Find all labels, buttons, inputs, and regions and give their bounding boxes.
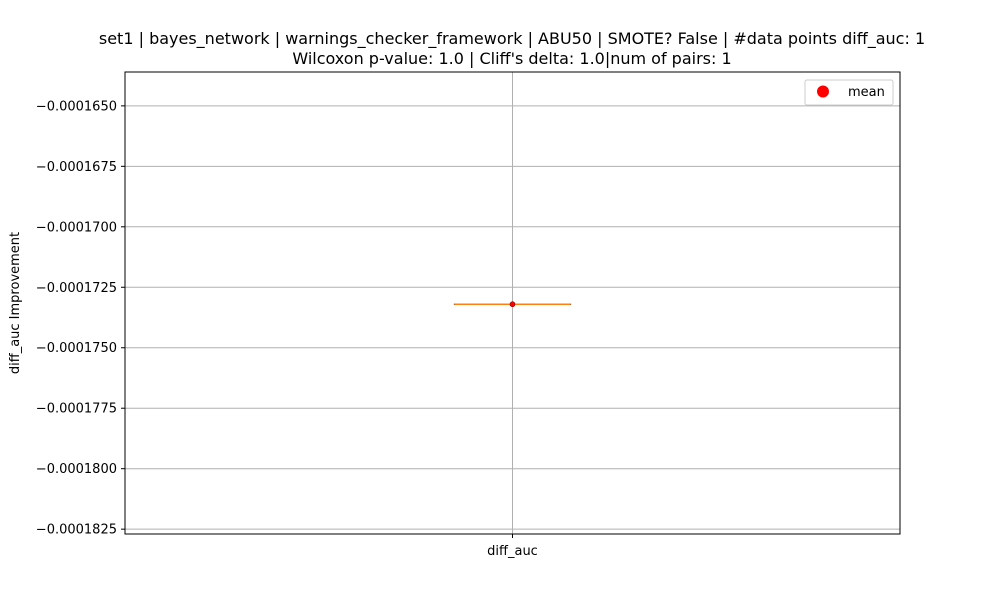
chart-subtitle: Wilcoxon p-value: 1.0 | Cliff's delta: 1… <box>292 49 731 68</box>
y-axis-ticks: −0.0001650 −0.0001675 −0.0001700 −0.0001725… <box>36 99 125 538</box>
legend: mean <box>804 79 894 106</box>
y-tick-label: −0.0001775 <box>36 402 117 417</box>
y-tick-label: −0.0001750 <box>36 341 117 356</box>
y-tick-label: −0.0001700 <box>36 220 117 235</box>
y-axis-label: diff_auc Improvement <box>8 232 23 374</box>
plot-area-frame <box>124 71 901 535</box>
y-tick-label: −0.0001800 <box>36 462 117 477</box>
y-tick-label: −0.0001650 <box>36 99 117 114</box>
x-tick-label: diff_auc <box>487 544 538 559</box>
legend-frame <box>804 79 894 106</box>
chart-title: set1 | bayes_network | warnings_checker_… <box>99 29 925 49</box>
y-tick-label: −0.0001725 <box>36 281 117 296</box>
y-tick-label: −0.0001825 <box>36 523 117 538</box>
mean-marker <box>509 301 516 308</box>
y-tick-label: −0.0001675 <box>36 160 117 175</box>
legend-label-mean: mean <box>848 85 885 100</box>
x-axis-ticks: diff_auc <box>487 534 538 559</box>
box-plot <box>453 301 572 308</box>
legend-marker-mean <box>817 85 829 98</box>
